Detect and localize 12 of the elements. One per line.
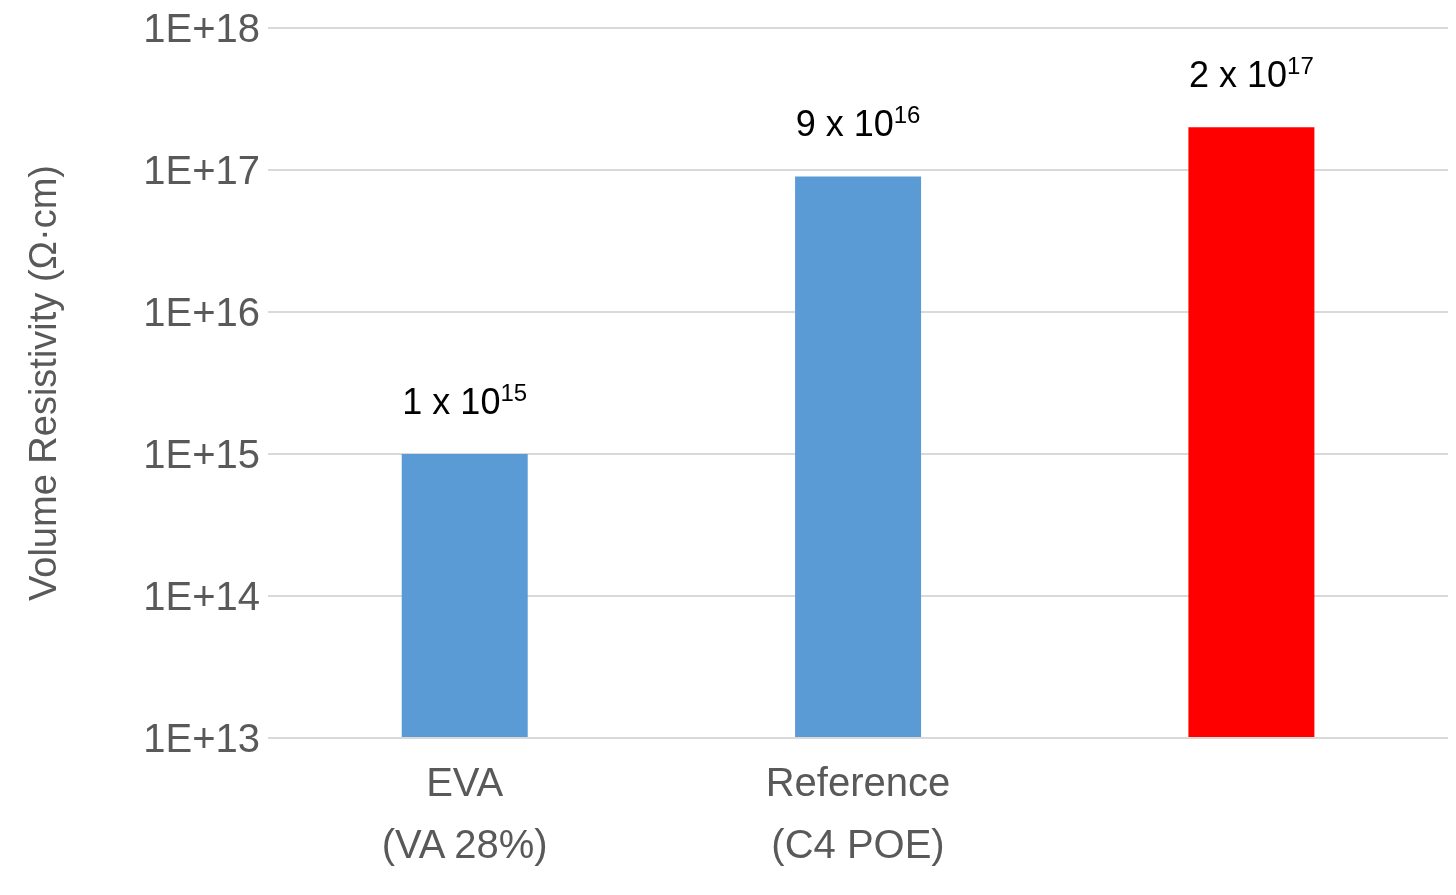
data-label: 1 x 10$^{15}$ [402, 378, 528, 422]
data-label: 9 x 10$^{16}$ [795, 101, 921, 145]
y-axis-title: Volume Resistivity (Ω·cm) [22, 165, 65, 601]
x-tick-label: Reference (C4 POE) [765, 760, 951, 866]
y-tick-label: 1E+16 [143, 290, 260, 335]
y-tick-label: 1E+13 [143, 716, 260, 761]
y-tick-label: 1E+14 [143, 574, 260, 619]
y-tick-label: 1E+17 [143, 148, 260, 193]
y-tick-label: 1E+18 [143, 6, 260, 51]
data-label: 2 x 10$^{17}$ [1189, 52, 1314, 96]
x-tick-label: EVA (VA 28%) [381, 760, 548, 866]
y-tick-label: 1E+15 [143, 432, 260, 477]
